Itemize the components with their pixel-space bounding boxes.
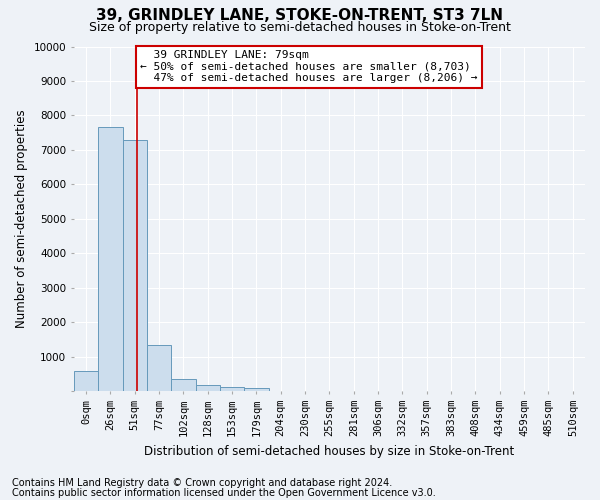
Bar <box>147 345 171 391</box>
Text: 39 GRINDLEY LANE: 79sqm
← 50% of semi-detached houses are smaller (8,703)
  47% : 39 GRINDLEY LANE: 79sqm ← 50% of semi-de… <box>140 50 478 83</box>
Bar <box>171 379 196 391</box>
Text: 39, GRINDLEY LANE, STOKE-ON-TRENT, ST3 7LN: 39, GRINDLEY LANE, STOKE-ON-TRENT, ST3 7… <box>97 8 503 22</box>
X-axis label: Distribution of semi-detached houses by size in Stoke-on-Trent: Distribution of semi-detached houses by … <box>144 444 515 458</box>
Bar <box>74 371 98 391</box>
Bar <box>244 388 269 391</box>
Bar <box>98 128 122 391</box>
Text: Size of property relative to semi-detached houses in Stoke-on-Trent: Size of property relative to semi-detach… <box>89 21 511 34</box>
Y-axis label: Number of semi-detached properties: Number of semi-detached properties <box>15 110 28 328</box>
Bar <box>196 386 220 391</box>
Bar <box>220 387 244 391</box>
Bar <box>122 140 147 391</box>
Text: Contains public sector information licensed under the Open Government Licence v3: Contains public sector information licen… <box>12 488 436 498</box>
Text: Contains HM Land Registry data © Crown copyright and database right 2024.: Contains HM Land Registry data © Crown c… <box>12 478 392 488</box>
